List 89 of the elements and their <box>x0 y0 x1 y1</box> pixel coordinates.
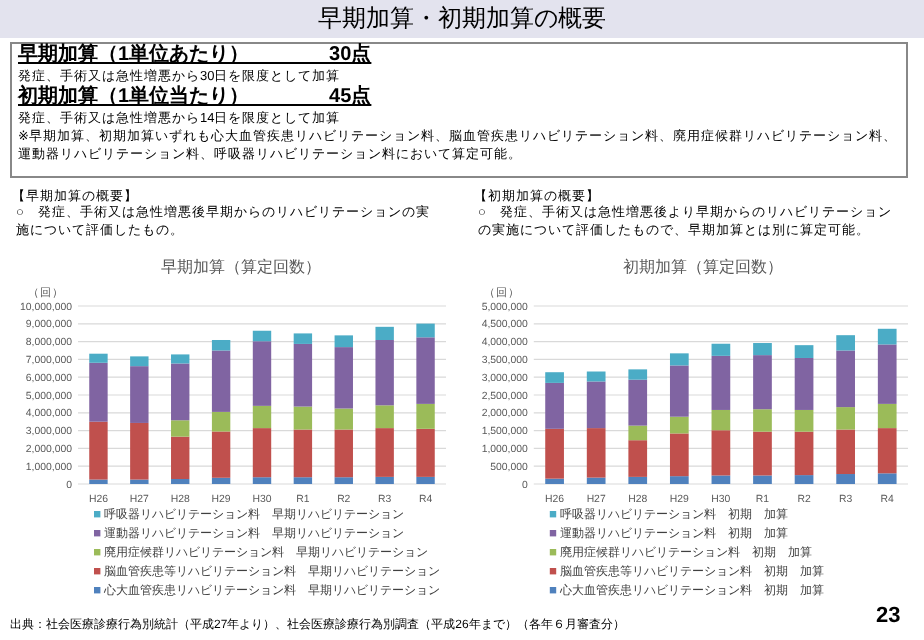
bar <box>334 477 353 484</box>
bar <box>252 341 272 406</box>
bar <box>711 409 731 431</box>
bar <box>416 323 435 338</box>
bar <box>669 365 689 417</box>
bar <box>711 475 731 484</box>
bar <box>669 433 689 477</box>
bar <box>753 475 772 484</box>
bar <box>211 431 231 478</box>
bar <box>877 344 897 404</box>
bar <box>669 416 689 434</box>
chart-title: 初期加算（算定回数） <box>623 258 783 276</box>
bar <box>753 343 772 356</box>
bar <box>293 429 313 478</box>
bar <box>628 379 648 426</box>
bar <box>416 403 435 429</box>
bar <box>877 328 897 345</box>
text: 初期加算（1単位当たり） 45点 <box>18 86 372 110</box>
bar <box>334 335 353 348</box>
bar <box>794 475 814 484</box>
bar <box>130 366 149 423</box>
bar <box>171 363 190 421</box>
bar <box>836 335 855 351</box>
bar <box>628 425 648 441</box>
text: 早期加算・初期加算の概要 <box>0 0 924 38</box>
bar <box>711 355 731 410</box>
bar <box>711 343 731 356</box>
bar <box>375 326 394 340</box>
bar <box>753 409 772 432</box>
bar <box>293 406 313 430</box>
bar <box>211 477 231 484</box>
bar <box>416 476 435 484</box>
bar <box>628 440 648 477</box>
bar <box>375 405 394 429</box>
bar <box>586 371 606 382</box>
text: 早期加算（1単位あたり） 30点 <box>18 44 372 68</box>
bar <box>628 476 648 484</box>
bar <box>416 337 435 404</box>
bar <box>375 340 394 406</box>
bar <box>89 353 108 363</box>
bar <box>545 428 564 479</box>
bar <box>130 422 149 480</box>
bar <box>293 343 313 407</box>
bar <box>545 478 564 484</box>
bar <box>586 477 606 484</box>
bar <box>877 428 897 474</box>
bar <box>89 421 108 480</box>
bar <box>753 431 772 476</box>
bar <box>171 420 190 437</box>
bar <box>375 476 394 484</box>
bar <box>836 474 855 484</box>
bar <box>293 477 313 484</box>
bar <box>753 355 772 410</box>
bar <box>877 473 897 484</box>
bar <box>628 369 648 380</box>
bar <box>334 408 353 430</box>
bar <box>252 477 272 484</box>
bar <box>586 381 606 429</box>
bar <box>211 350 231 412</box>
bar <box>211 411 231 432</box>
bar <box>211 340 231 351</box>
bar <box>794 431 814 476</box>
bar <box>711 430 731 476</box>
bar <box>794 357 814 410</box>
bar <box>836 407 855 430</box>
bar <box>171 354 190 364</box>
bar <box>171 436 190 480</box>
bar <box>545 372 564 383</box>
bar <box>669 353 689 366</box>
bar <box>293 333 313 344</box>
bar <box>669 476 689 484</box>
bar <box>252 405 272 429</box>
bar <box>794 409 814 432</box>
bar <box>836 350 855 408</box>
text: 23 <box>876 604 901 630</box>
bar <box>130 356 149 367</box>
chart-title: 早期加算（算定回数） <box>161 258 321 276</box>
bar <box>334 347 353 409</box>
bar <box>877 403 897 429</box>
bar <box>586 428 606 478</box>
bar <box>794 345 814 358</box>
bar <box>416 428 435 477</box>
bar <box>836 429 855 475</box>
bar <box>252 428 272 478</box>
bar <box>89 362 108 422</box>
bar <box>252 330 272 342</box>
bar <box>334 429 353 478</box>
bar <box>375 428 394 477</box>
bar <box>545 382 564 429</box>
